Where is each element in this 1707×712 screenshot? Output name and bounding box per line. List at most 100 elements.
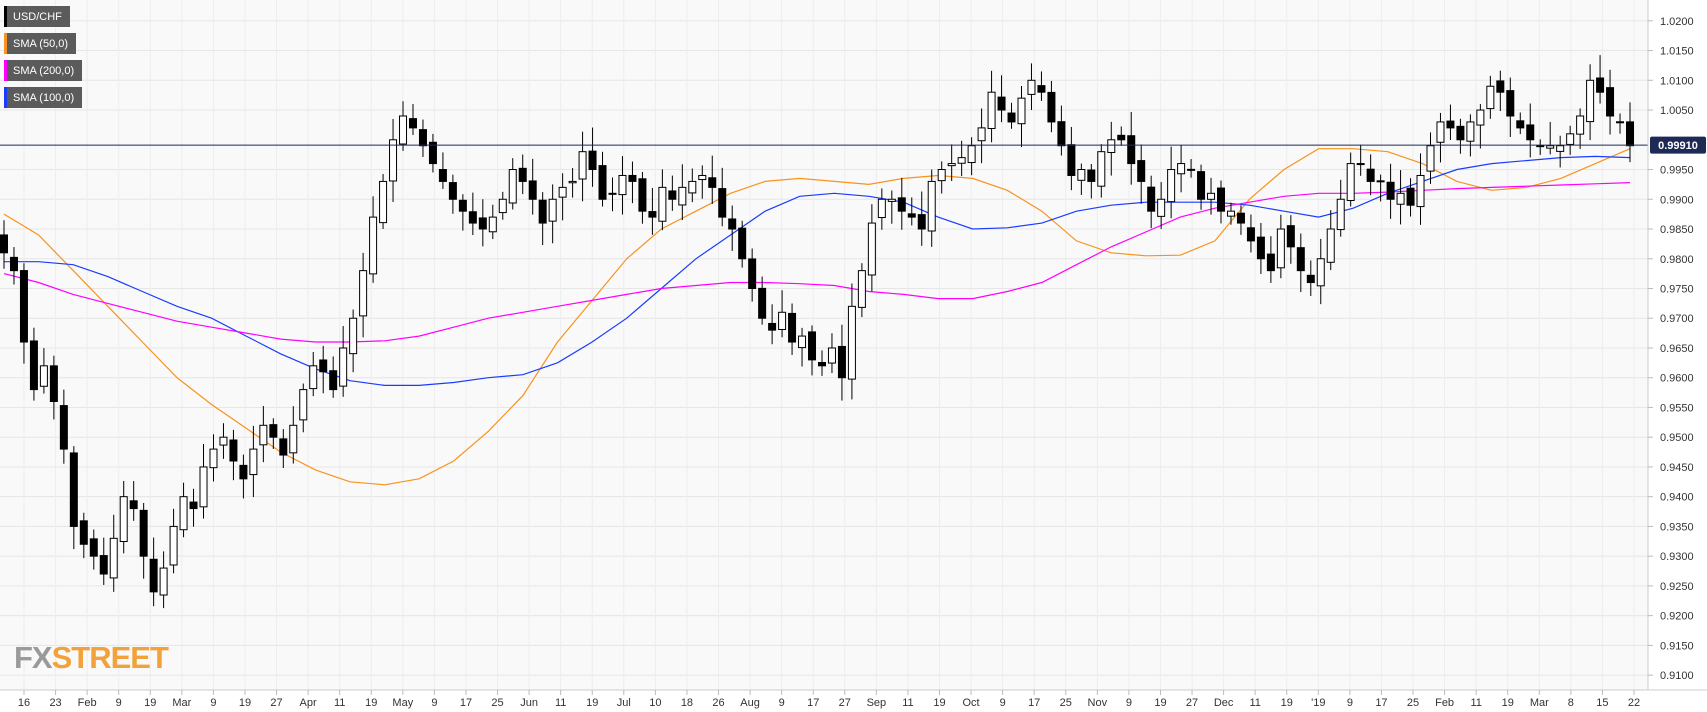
candle-body <box>159 567 168 596</box>
x-tick-label: Mar <box>1530 697 1549 709</box>
candle-body <box>1556 145 1565 152</box>
x-tick-label: 18 <box>681 697 693 709</box>
candle-body <box>1117 134 1126 141</box>
candle-body <box>1546 145 1555 149</box>
candle-body <box>1626 121 1634 147</box>
candle-body <box>728 218 737 230</box>
candle-body <box>389 139 398 182</box>
x-tick-label: 9 <box>431 697 437 709</box>
x-tick-label: Aug <box>740 697 760 709</box>
x-tick-label: 27 <box>270 697 282 709</box>
legend-label: SMA (200,0) <box>13 64 75 77</box>
candle-body <box>708 177 717 188</box>
x-tick-label: 27 <box>1186 697 1198 709</box>
candle-body <box>1416 174 1425 208</box>
legend-item-sma50[interactable]: SMA (50,0) <box>4 33 77 54</box>
x-tick-label: Mar <box>172 697 191 709</box>
candle-body <box>1466 121 1475 142</box>
candle-body <box>1067 144 1076 176</box>
candle-body <box>1167 169 1176 203</box>
y-tick-label: 0.9600 <box>1660 373 1694 385</box>
candle-body <box>598 165 607 200</box>
legend-item-sma200[interactable]: SMA (200,0) <box>4 60 83 81</box>
candle-body <box>1286 225 1295 248</box>
candle-body <box>788 312 797 343</box>
candle-body <box>1496 80 1505 93</box>
candle-body <box>9 256 18 272</box>
x-tick-label: Feb <box>78 697 97 709</box>
candle-body <box>568 180 577 184</box>
x-tick-label: 26 <box>712 697 724 709</box>
candle-body <box>399 115 408 145</box>
candle-body <box>1007 112 1016 123</box>
candle-body <box>408 118 417 129</box>
candle-body <box>279 438 288 456</box>
candle-body <box>219 436 228 446</box>
x-tick-label: 11 <box>1249 697 1260 709</box>
x-tick-label: 19 <box>1154 697 1166 709</box>
candle-body <box>877 198 886 219</box>
sma-lines <box>3 148 1631 486</box>
candle-body <box>847 305 856 380</box>
candle-body <box>1526 124 1535 141</box>
x-tick-label: 17 <box>807 697 819 709</box>
candle-body <box>0 234 8 254</box>
candle-body <box>1276 228 1285 269</box>
y-tick-label: 0.9750 <box>1660 283 1694 295</box>
y-tick-label: 0.9500 <box>1660 432 1694 444</box>
candle-body <box>638 178 647 212</box>
candle-body <box>289 424 298 454</box>
x-tick-label: 27 <box>839 697 851 709</box>
x-tick-label: 8 <box>1568 697 1574 709</box>
legend-item-sma100[interactable]: SMA (100,0) <box>4 87 83 108</box>
candle-body <box>1017 97 1026 125</box>
candle-body <box>528 180 537 200</box>
candle-body <box>718 188 727 218</box>
y-tick-label: 0.9900 <box>1660 194 1694 206</box>
sma-line-sma50 <box>3 148 1631 486</box>
candle-body <box>578 151 587 180</box>
candle-body <box>1536 145 1545 148</box>
current-price-badge: 0.99910 <box>1650 136 1706 154</box>
x-tick-label: 19 <box>239 697 251 709</box>
candle-body <box>69 452 78 527</box>
candle-body <box>1446 120 1455 129</box>
candle-body <box>79 520 88 545</box>
candle-body <box>967 145 976 164</box>
candle-body <box>1596 77 1605 93</box>
candle-body <box>1037 85 1046 93</box>
x-tick-label: 25 <box>1407 697 1419 709</box>
candle-body <box>1376 180 1385 183</box>
legend-item-usdchf[interactable]: USD/CHF <box>4 6 70 27</box>
x-tick-label: 19 <box>933 697 945 709</box>
candle-body <box>119 496 128 543</box>
candle-body <box>1137 160 1146 182</box>
candle-body <box>189 501 198 510</box>
candle-body <box>1426 145 1435 172</box>
x-tick-label: Apr <box>300 697 317 709</box>
candle-body <box>349 317 358 355</box>
y-tick-label: 0.9550 <box>1660 402 1694 414</box>
candle-body <box>428 141 437 165</box>
candle-body <box>1217 187 1226 212</box>
x-tick-label: 17 <box>1028 697 1040 709</box>
candle-body <box>109 537 118 579</box>
candle-body <box>1296 247 1305 272</box>
candle-body <box>987 91 996 129</box>
candle-body <box>139 509 148 557</box>
candle-body <box>897 197 906 212</box>
candle-body <box>498 198 507 214</box>
candle-body <box>778 311 787 330</box>
y-tick-label: 1.0050 <box>1660 105 1694 117</box>
candle-body <box>1226 210 1235 217</box>
candle-body <box>678 186 687 206</box>
candle-body <box>1406 187 1415 206</box>
x-tick-label: 9 <box>779 697 785 709</box>
y-tick-label: 0.9200 <box>1660 611 1694 623</box>
candle-body <box>618 174 627 196</box>
candle-body <box>319 359 328 373</box>
candle-body <box>239 464 248 480</box>
x-tick-label: 19 <box>365 697 377 709</box>
x-tick-label: 25 <box>491 697 503 709</box>
legend-label: USD/CHF <box>13 10 62 23</box>
